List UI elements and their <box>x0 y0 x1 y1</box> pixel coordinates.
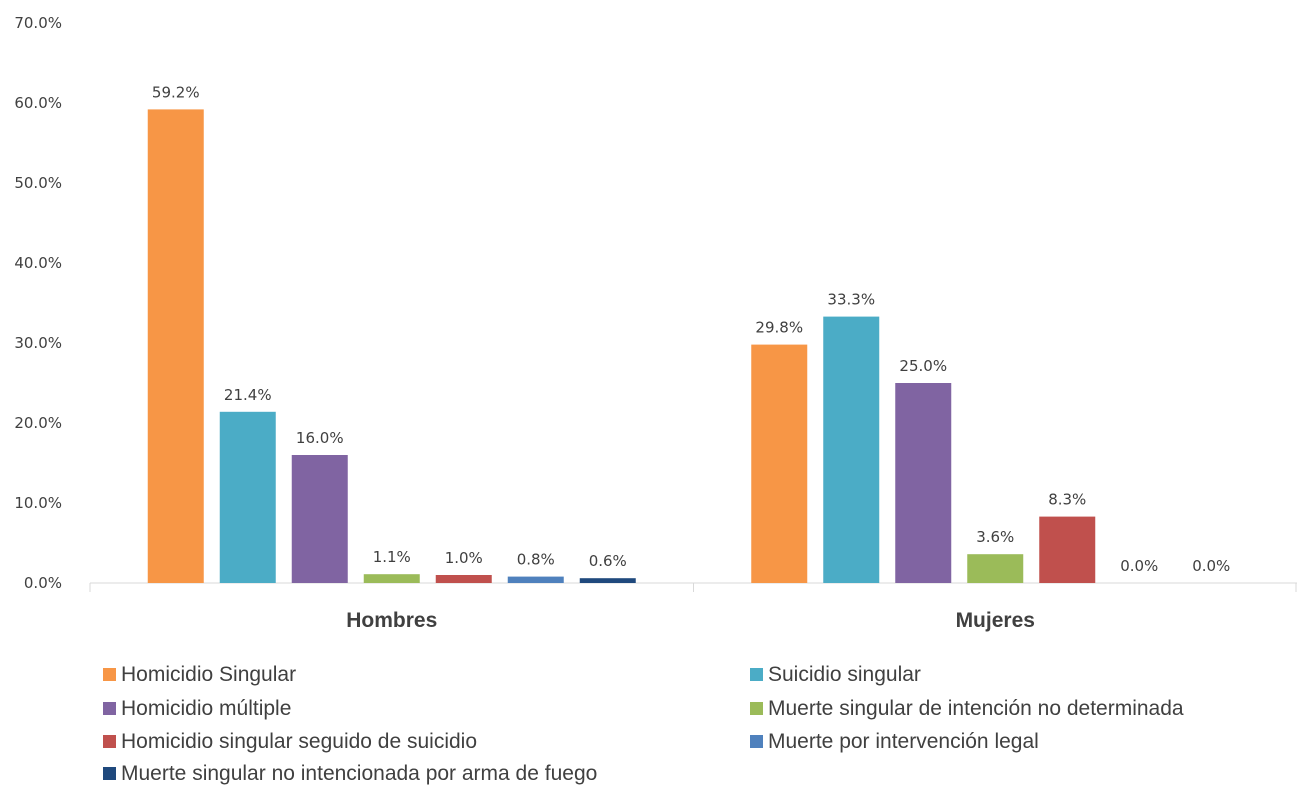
legend-swatch <box>750 735 763 748</box>
bar <box>895 383 952 583</box>
bar <box>219 411 276 583</box>
legend-swatch <box>750 668 763 681</box>
data-label: 21.4% <box>224 386 272 404</box>
y-tick-label: 40.0% <box>14 254 62 272</box>
data-label: 29.8% <box>755 319 803 337</box>
data-label: 33.3% <box>827 291 875 309</box>
legend: Homicidio Singular Suicidio singular Homic… <box>103 663 1184 785</box>
data-label: 0.6% <box>589 552 627 570</box>
legend-label: Muerte singular no intencionada por arma… <box>121 762 597 785</box>
category-label: Hombres <box>346 609 437 632</box>
bar <box>967 554 1024 583</box>
data-label: 3.6% <box>976 528 1014 546</box>
bar <box>579 578 636 583</box>
y-tick-label: 50.0% <box>14 174 62 192</box>
category-label: Mujeres <box>956 609 1035 632</box>
bar <box>823 316 880 583</box>
legend-label: Muerte por intervención legal <box>768 730 1039 753</box>
data-label: 0.0% <box>1120 557 1158 575</box>
y-tick-label: 60.0% <box>14 94 62 112</box>
legend-label: Homicidio múltiple <box>121 697 291 720</box>
data-label: 25.0% <box>899 357 947 375</box>
bar <box>751 344 808 583</box>
legend-swatch <box>750 702 763 715</box>
x-axis: Hombres Mujeres <box>89 582 1297 632</box>
legend-label: Homicidio Singular <box>121 663 296 686</box>
bar <box>507 576 564 583</box>
y-axis: 0.0% 10.0% 20.0% 30.0% 40.0% 50.0% 60.0% 70.0% <box>14 14 62 592</box>
legend-swatch <box>103 702 116 715</box>
data-label: 59.2% <box>152 83 200 101</box>
bar <box>435 575 492 583</box>
bar <box>147 109 204 584</box>
legend-label: Homicidio singular seguido de suicidio <box>121 730 477 753</box>
y-tick-label: 70.0% <box>14 14 62 32</box>
y-tick-label: 10.0% <box>14 494 62 512</box>
data-label: 1.1% <box>373 548 411 566</box>
bar <box>1039 516 1096 583</box>
data-label: 16.0% <box>296 429 344 447</box>
legend-swatch <box>103 735 116 748</box>
y-tick-label: 0.0% <box>24 574 62 592</box>
data-label: 0.0% <box>1192 557 1230 575</box>
data-label: 8.3% <box>1048 491 1086 509</box>
bar <box>291 455 348 583</box>
y-tick-label: 30.0% <box>14 334 62 352</box>
legend-swatch <box>103 668 116 681</box>
legend-label: Muerte singular de intención no determin… <box>768 697 1184 720</box>
data-label: 1.0% <box>445 549 483 567</box>
legend-label: Suicidio singular <box>768 663 921 686</box>
y-tick-label: 20.0% <box>14 414 62 432</box>
bars: 59.2% 21.4% 16.0% 1.1% 1.0% 0.8% 0.6% 29.8% 33.3… <box>147 83 1230 584</box>
bar <box>363 574 420 583</box>
data-label: 0.8% <box>517 551 555 569</box>
legend-swatch <box>103 767 116 780</box>
